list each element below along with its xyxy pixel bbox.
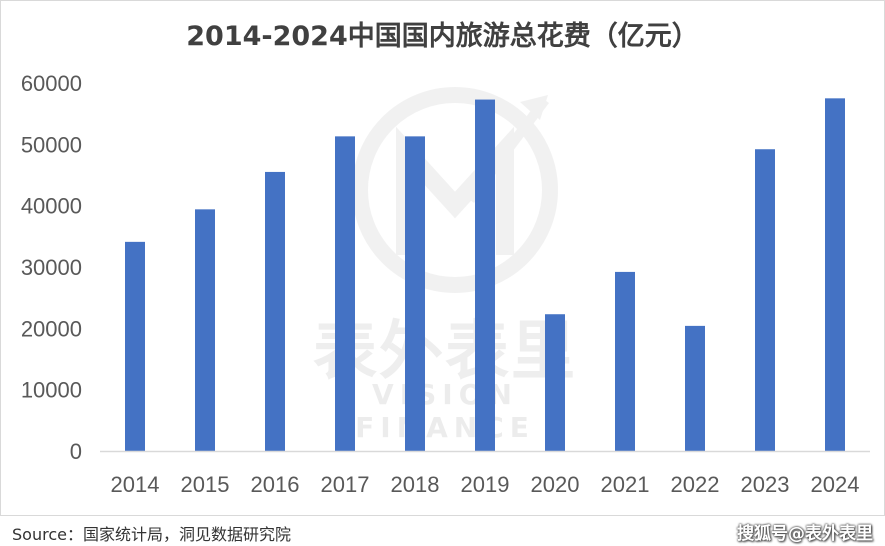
x-tick-label: 2023 <box>741 472 790 497</box>
x-tick-label: 2018 <box>391 472 440 497</box>
y-tick-label: 30000 <box>21 255 82 280</box>
chart-frame <box>0 0 885 516</box>
y-tick-label: 60000 <box>21 71 82 96</box>
y-axis-ticks: 0 10000 20000 30000 40000 50000 60000 <box>21 71 82 464</box>
x-tick-label: 2022 <box>671 472 720 497</box>
watermark-text: 表外表里 <box>313 315 577 389</box>
bar-2018 <box>405 136 425 452</box>
x-tick-label: 2021 <box>601 472 650 497</box>
y-tick-label: 20000 <box>21 316 82 341</box>
x-axis-ticks: 2014 2015 2016 2017 2018 2019 2020 2021 2022 2023… <box>111 472 860 497</box>
y-tick-label: 0 <box>70 439 82 464</box>
x-tick-label: 2024 <box>811 472 860 497</box>
x-tick-label: 2014 <box>111 472 160 497</box>
x-tick-label: 2020 <box>531 472 580 497</box>
bar-2014 <box>125 241 145 451</box>
bar-2015 <box>195 209 215 451</box>
bar-2024 <box>825 98 845 451</box>
y-tick-label: 10000 <box>21 378 82 403</box>
source-note: Source：国家统计局，洞见数据研究院 <box>12 525 291 544</box>
credit-watermark: 搜狐号@表外表里 <box>737 524 873 544</box>
x-tick-label: 2019 <box>461 472 510 497</box>
x-tick-label: 2015 <box>181 472 230 497</box>
y-tick-label: 40000 <box>21 194 82 219</box>
bar-2021 <box>615 271 635 451</box>
bar-2017 <box>335 136 355 452</box>
bars <box>125 98 845 452</box>
bar-2022 <box>685 325 705 451</box>
chart-title: 2014-2024中国国内旅游总花费（亿元） <box>186 21 699 52</box>
watermark-logo <box>352 87 558 293</box>
y-tick-label: 50000 <box>21 132 82 157</box>
bar-2016 <box>265 171 285 451</box>
bar-2023 <box>755 149 775 452</box>
bar-2020 <box>545 314 565 451</box>
x-tick-label: 2016 <box>251 472 300 497</box>
bar-chart: 0 10000 20000 30000 40000 50000 60000 2014 2015… <box>21 71 870 497</box>
x-tick-label: 2017 <box>321 472 370 497</box>
bar-2019 <box>475 99 495 451</box>
